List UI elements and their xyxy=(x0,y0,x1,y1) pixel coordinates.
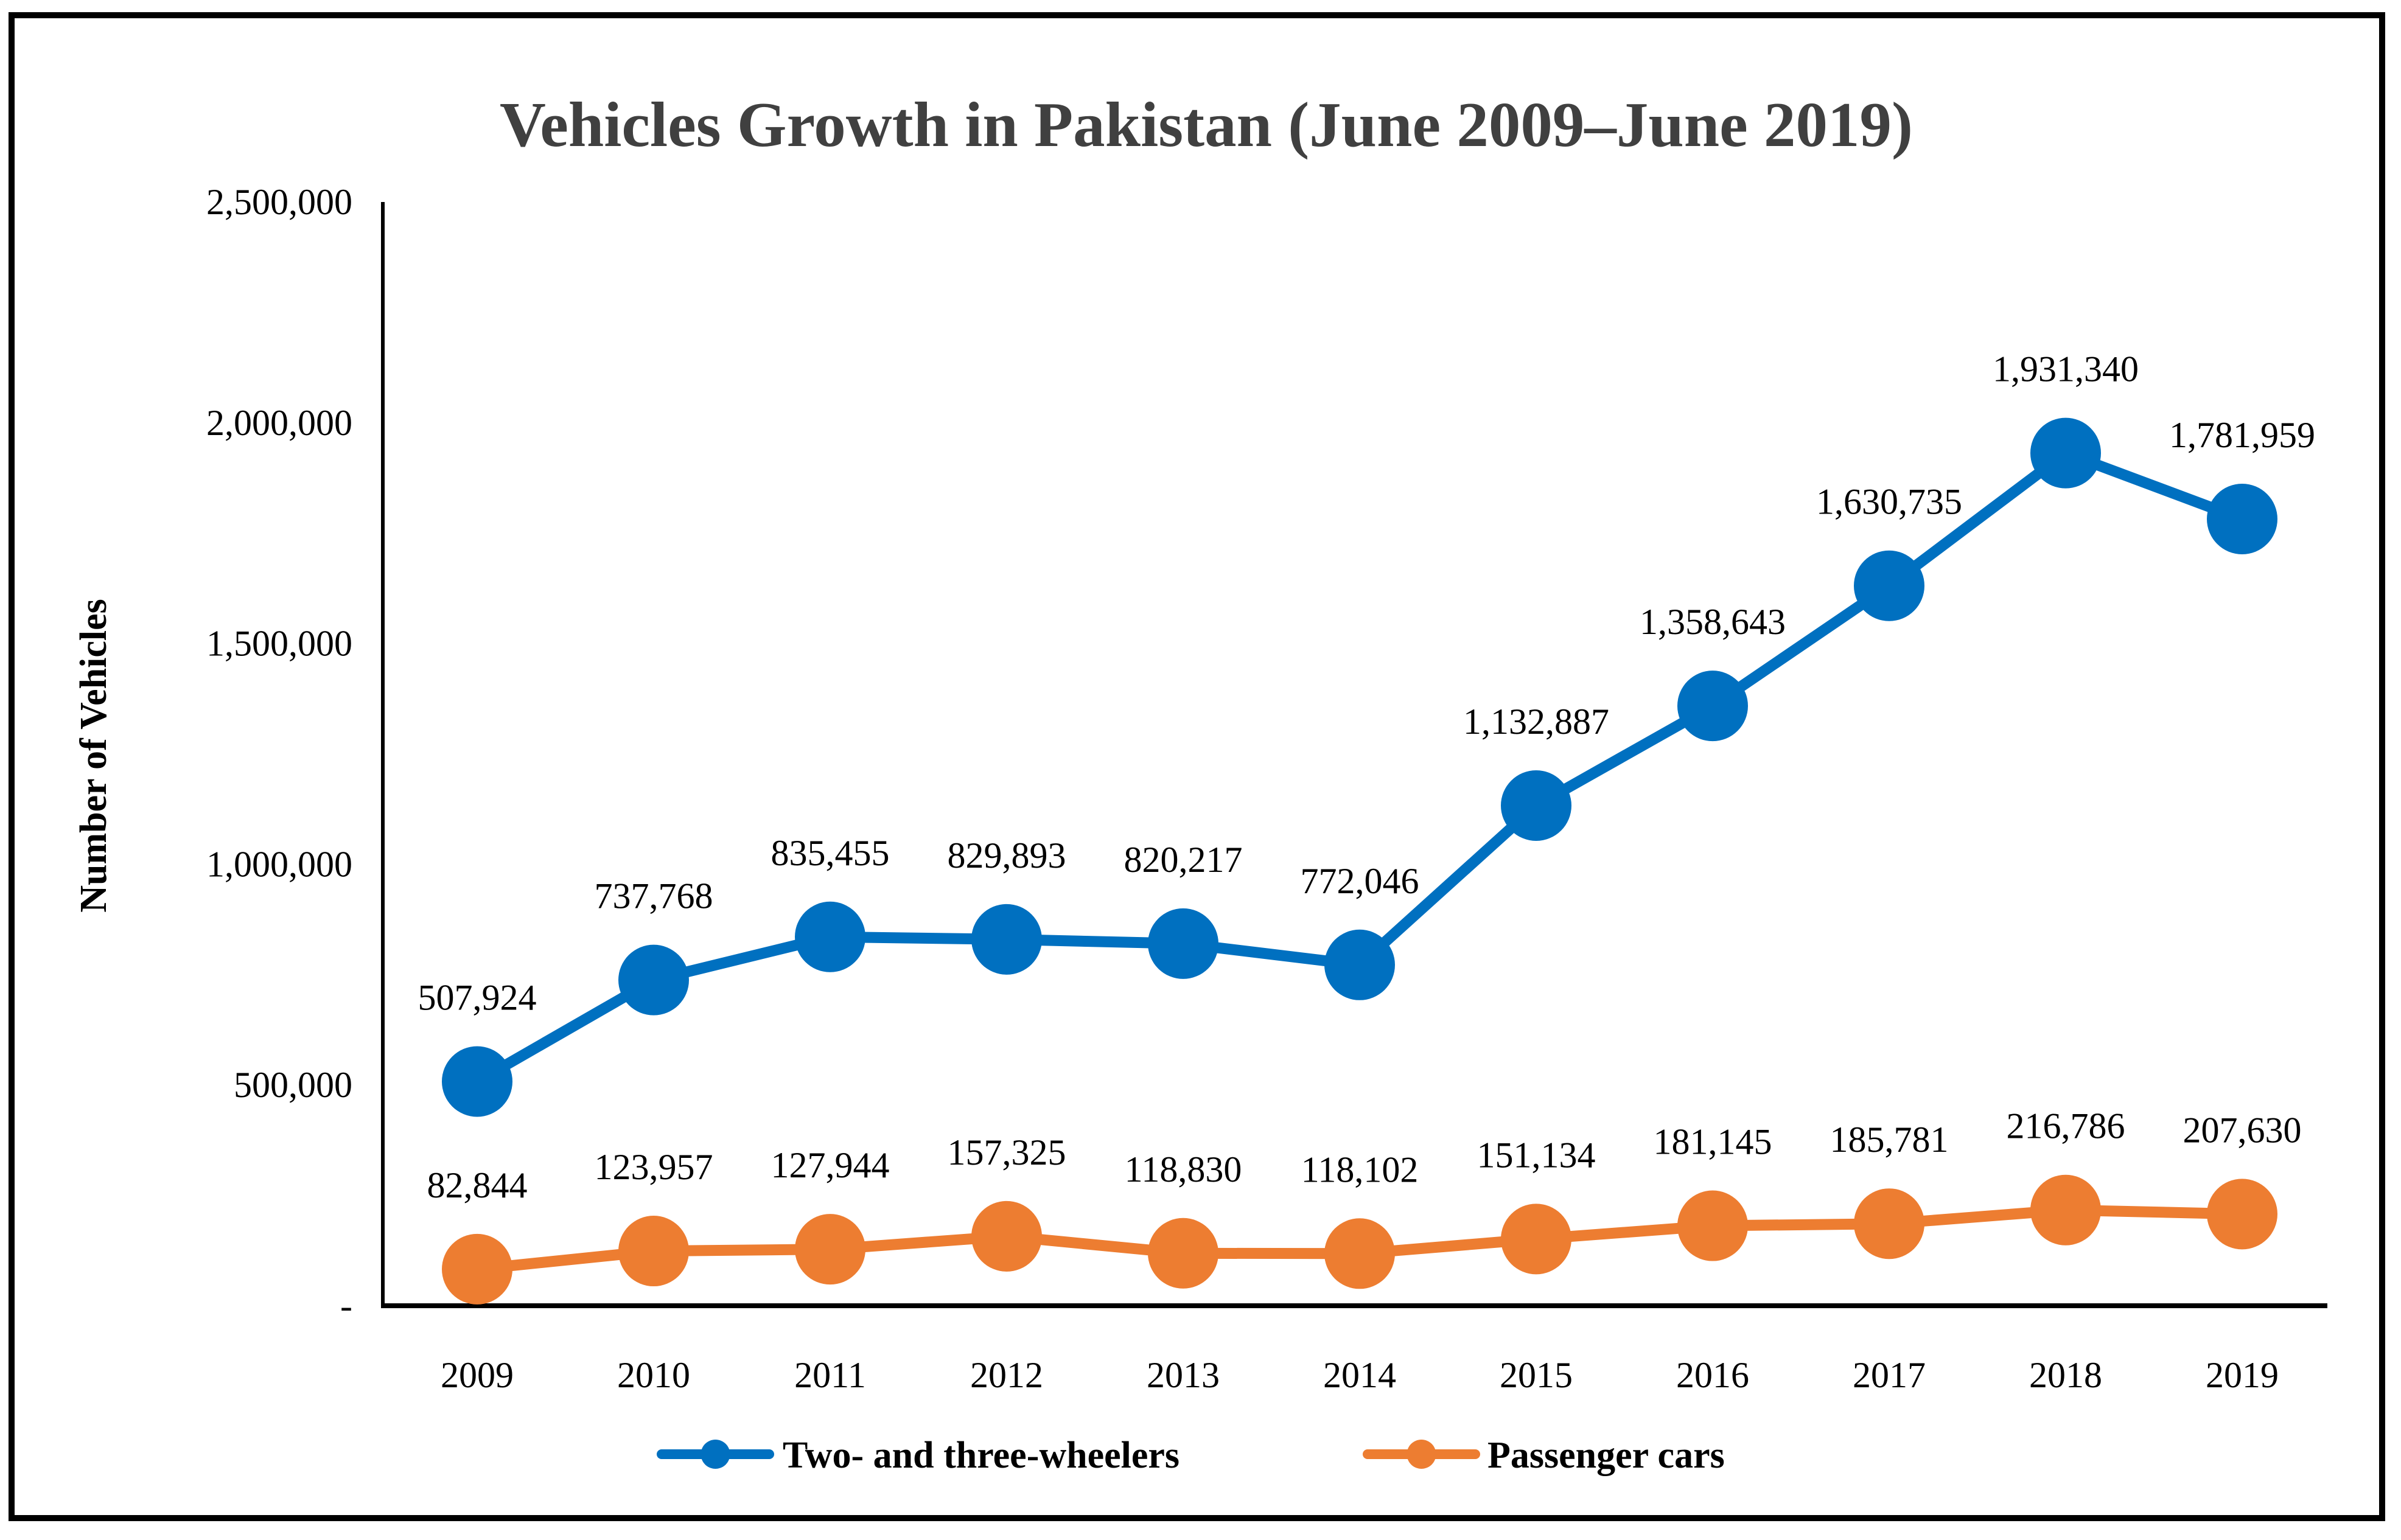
y-axis-ticks: - 500,000 1,000,000 1,500,000 2,000,000 2,500… xyxy=(206,182,352,1326)
data-label: 118,830 xyxy=(1125,1149,1242,1190)
data-label: 820,217 xyxy=(1124,840,1243,880)
data-point xyxy=(1501,770,1571,841)
line-chart: Vehicles Growth in Pakistan (June 2009–J… xyxy=(73,89,2327,1476)
x-tick-label: 2015 xyxy=(1500,1355,1573,1395)
x-tick-label: 2010 xyxy=(617,1355,690,1395)
data-point xyxy=(1677,671,1748,742)
series-0: 507,924 737,768 835,455 829,893 820,217 772,0… xyxy=(418,349,2315,1117)
data-label: 181,145 xyxy=(1654,1122,1772,1162)
data-point xyxy=(1148,908,1218,979)
y-tick-label: 1,000,000 xyxy=(206,844,352,884)
data-label: 1,630,735 xyxy=(1816,482,1962,522)
series-1: 82,844 123,957 127,944 157,325 118,830 118,10… xyxy=(427,1106,2302,1305)
data-label: 1,132,887 xyxy=(1463,702,1609,742)
data-point xyxy=(1854,550,1924,621)
data-point xyxy=(618,944,689,1016)
data-point xyxy=(2030,417,2101,489)
legend-swatch-marker xyxy=(1407,1440,1436,1469)
legend-item-1: Passenger cars xyxy=(1363,1435,1725,1476)
data-point xyxy=(1148,1218,1218,1289)
data-point xyxy=(618,1216,689,1287)
data-label: 829,893 xyxy=(948,835,1066,876)
data-point xyxy=(795,1214,865,1285)
data-label: 1,931,340 xyxy=(1993,349,2139,389)
data-label: 151,134 xyxy=(1477,1135,1596,1175)
data-label: 127,944 xyxy=(771,1145,890,1185)
y-tick-label: 2,000,000 xyxy=(206,403,352,443)
legend-item-0: Two- and three-wheelers xyxy=(657,1435,1180,1476)
legend-swatch-marker xyxy=(701,1440,730,1469)
data-label: 123,957 xyxy=(595,1147,713,1187)
legend-label: Two- and three-wheelers xyxy=(783,1435,1180,1476)
data-point xyxy=(1324,929,1395,1000)
x-tick-label: 2017 xyxy=(1853,1355,1926,1395)
series-layer: 507,924 737,768 835,455 829,893 820,217 772,0… xyxy=(418,349,2315,1305)
y-axis-title: Number of Vehicles xyxy=(73,599,114,913)
data-label: 82,844 xyxy=(427,1165,528,1205)
data-point xyxy=(2030,1174,2101,1246)
data-point xyxy=(971,904,1042,975)
y-tick-label: - xyxy=(340,1286,352,1326)
data-label: 835,455 xyxy=(771,833,890,873)
data-point xyxy=(1854,1188,1924,1260)
data-point xyxy=(1324,1218,1395,1289)
x-tick-label: 2011 xyxy=(794,1355,866,1395)
data-label: 216,786 xyxy=(2007,1106,2125,1146)
chart-frame: Vehicles Growth in Pakistan (June 2009–J… xyxy=(9,12,2385,1521)
data-label: 118,102 xyxy=(1301,1149,1419,1190)
data-point xyxy=(442,1233,512,1305)
data-label: 507,924 xyxy=(418,977,537,1017)
x-tick-label: 2013 xyxy=(1147,1355,1220,1395)
x-tick-label: 2012 xyxy=(970,1355,1043,1395)
data-label: 772,046 xyxy=(1301,861,1419,901)
data-point xyxy=(795,901,865,972)
data-label: 1,781,959 xyxy=(2169,415,2315,455)
y-tick-label: 1,500,000 xyxy=(206,624,352,664)
data-point xyxy=(1501,1204,1571,1275)
data-point xyxy=(1677,1190,1748,1261)
x-tick-label: 2014 xyxy=(1323,1355,1396,1395)
data-point xyxy=(971,1200,1042,1272)
x-tick-label: 2009 xyxy=(441,1355,514,1395)
y-tick-label: 500,000 xyxy=(234,1065,352,1105)
data-label: 157,325 xyxy=(948,1132,1066,1172)
x-axis-ticks: 2009 2010 2011 2012 2013 2014 2015 2016 2017 2018… xyxy=(441,1355,2279,1395)
chart-title: Vehicles Growth in Pakistan (June 2009–J… xyxy=(500,89,1913,160)
data-label: 207,630 xyxy=(2183,1110,2302,1150)
data-point xyxy=(2207,484,2277,555)
x-tick-label: 2016 xyxy=(1676,1355,1749,1395)
x-tick-label: 2018 xyxy=(2029,1355,2102,1395)
y-tick-label: 2,500,000 xyxy=(206,182,352,222)
x-tick-label: 2019 xyxy=(2206,1355,2279,1395)
legend-label: Passenger cars xyxy=(1487,1435,1725,1476)
legend: Two- and three-wheelers Passenger cars xyxy=(657,1435,1725,1476)
data-label: 1,358,643 xyxy=(1640,602,1786,642)
data-point xyxy=(2207,1179,2277,1250)
data-point xyxy=(442,1046,512,1117)
data-label: 737,768 xyxy=(595,876,713,916)
data-label: 185,781 xyxy=(1830,1120,1949,1160)
